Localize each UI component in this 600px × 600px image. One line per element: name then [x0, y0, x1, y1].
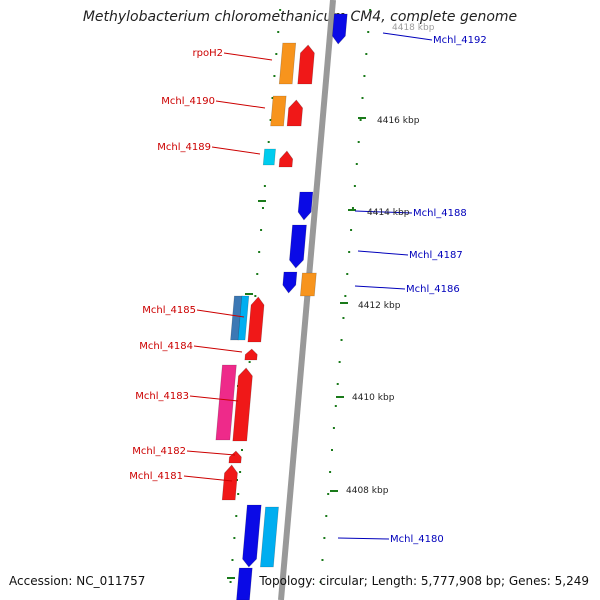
kbp-label-4412: 4412 kbp	[358, 301, 401, 311]
connector-line-left	[186, 450, 236, 456]
connector-line-left	[193, 345, 243, 353]
gene-label-mchl-4185[interactable]: Mchl_4185	[142, 305, 196, 316]
connector-line-left	[189, 395, 239, 402]
gene-arrow	[262, 148, 276, 166]
gene-feature	[332, 13, 348, 45]
gene-feature	[244, 348, 258, 361]
kbp-label-4408: 4408 kbp	[346, 486, 389, 496]
gene-label-mchl-4183[interactable]: Mchl_4183	[135, 391, 189, 402]
gene-arrow	[232, 367, 253, 442]
connector-line-right	[382, 32, 433, 41]
kbp-label-4418: 4418 kbp	[392, 23, 435, 33]
gene-label-mchl-4188[interactable]: Mchl_4188	[413, 208, 467, 219]
gene-feature	[270, 95, 287, 127]
gene-arrow	[297, 191, 314, 221]
kbp-label-4410: 4410 kbp	[352, 393, 395, 403]
gene-feature	[262, 148, 276, 166]
connector-line-left	[223, 52, 273, 61]
gene-arrow	[260, 506, 279, 568]
gene-feature	[215, 364, 237, 441]
gene-label-mchl-4189[interactable]: Mchl_4189	[157, 142, 211, 153]
gene-feature	[221, 464, 238, 501]
gene-feature	[297, 44, 315, 85]
gene-feature	[237, 295, 250, 341]
gene-arrow	[289, 224, 307, 269]
gene-label-mchl-4181[interactable]: Mchl_4181	[129, 471, 183, 482]
connector-line-left	[215, 100, 266, 109]
gene-label-rpoh2[interactable]: rpoH2	[193, 48, 223, 59]
gene-feature	[297, 191, 314, 221]
gene-arrow	[215, 364, 237, 441]
genome-title: Methylobacterium chloromethanicum CM4, c…	[82, 9, 518, 25]
gene-feature	[278, 150, 294, 168]
gene-arrow	[237, 295, 250, 341]
gene-arrow	[244, 348, 258, 361]
gene-feature	[236, 567, 253, 600]
gene-feature	[242, 504, 262, 568]
connector-line-right	[337, 537, 390, 540]
gene-arrow	[247, 296, 265, 343]
gene-arrow	[270, 95, 287, 127]
gene-label-mchl-4186[interactable]: Mchl_4186	[406, 284, 460, 295]
gene-arrow	[286, 99, 303, 127]
gene-arrow	[221, 464, 238, 501]
gene-label-mchl-4182[interactable]: Mchl_4182	[132, 446, 186, 457]
connector-line-left	[183, 475, 233, 482]
gene-arrow	[228, 450, 242, 464]
gene-arrow	[332, 13, 348, 45]
gene-arrow	[236, 567, 253, 600]
gene-feature	[260, 506, 279, 568]
gene-label-mchl-4184[interactable]: Mchl_4184	[139, 341, 193, 352]
connector-line-left	[196, 309, 245, 318]
gene-feature	[228, 450, 242, 464]
connector-line-left	[211, 146, 261, 155]
gene-feature	[247, 296, 265, 343]
gene-arrow	[297, 44, 315, 85]
kbp-label-4416: 4416 kbp	[377, 116, 420, 126]
genome-backbone	[278, 0, 336, 600]
gene-arrow	[278, 150, 294, 168]
kbp-label-4414: 4414 kbp	[367, 208, 410, 218]
gene-features	[215, 13, 348, 600]
accession-text: Accession: NC_011757	[9, 574, 146, 588]
gene-label-mchl-4190[interactable]: Mchl_4190	[161, 96, 215, 107]
gene-feature	[286, 99, 303, 127]
gene-label-mchl-4180[interactable]: Mchl_4180	[390, 534, 444, 545]
gene-feature	[289, 224, 307, 269]
gene-arrow	[242, 504, 262, 568]
label-connectors	[183, 32, 433, 540]
connector-line-right	[357, 250, 409, 256]
gene-feature	[232, 367, 253, 442]
gene-label-mchl-4187[interactable]: Mchl_4187	[409, 250, 463, 261]
gene-arrow	[300, 272, 317, 297]
gene-arrow	[282, 271, 298, 294]
gene-arrow	[278, 42, 297, 85]
gene-label-mchl-4192[interactable]: Mchl_4192	[433, 35, 487, 46]
gene-feature	[278, 42, 297, 85]
gene-feature	[282, 271, 298, 294]
genome-summary-text: Topology: circular; Length: 5,777,908 bp…	[259, 574, 589, 588]
gene-feature	[300, 272, 317, 297]
connector-line-right	[354, 285, 406, 290]
connector-line-right	[354, 210, 413, 214]
